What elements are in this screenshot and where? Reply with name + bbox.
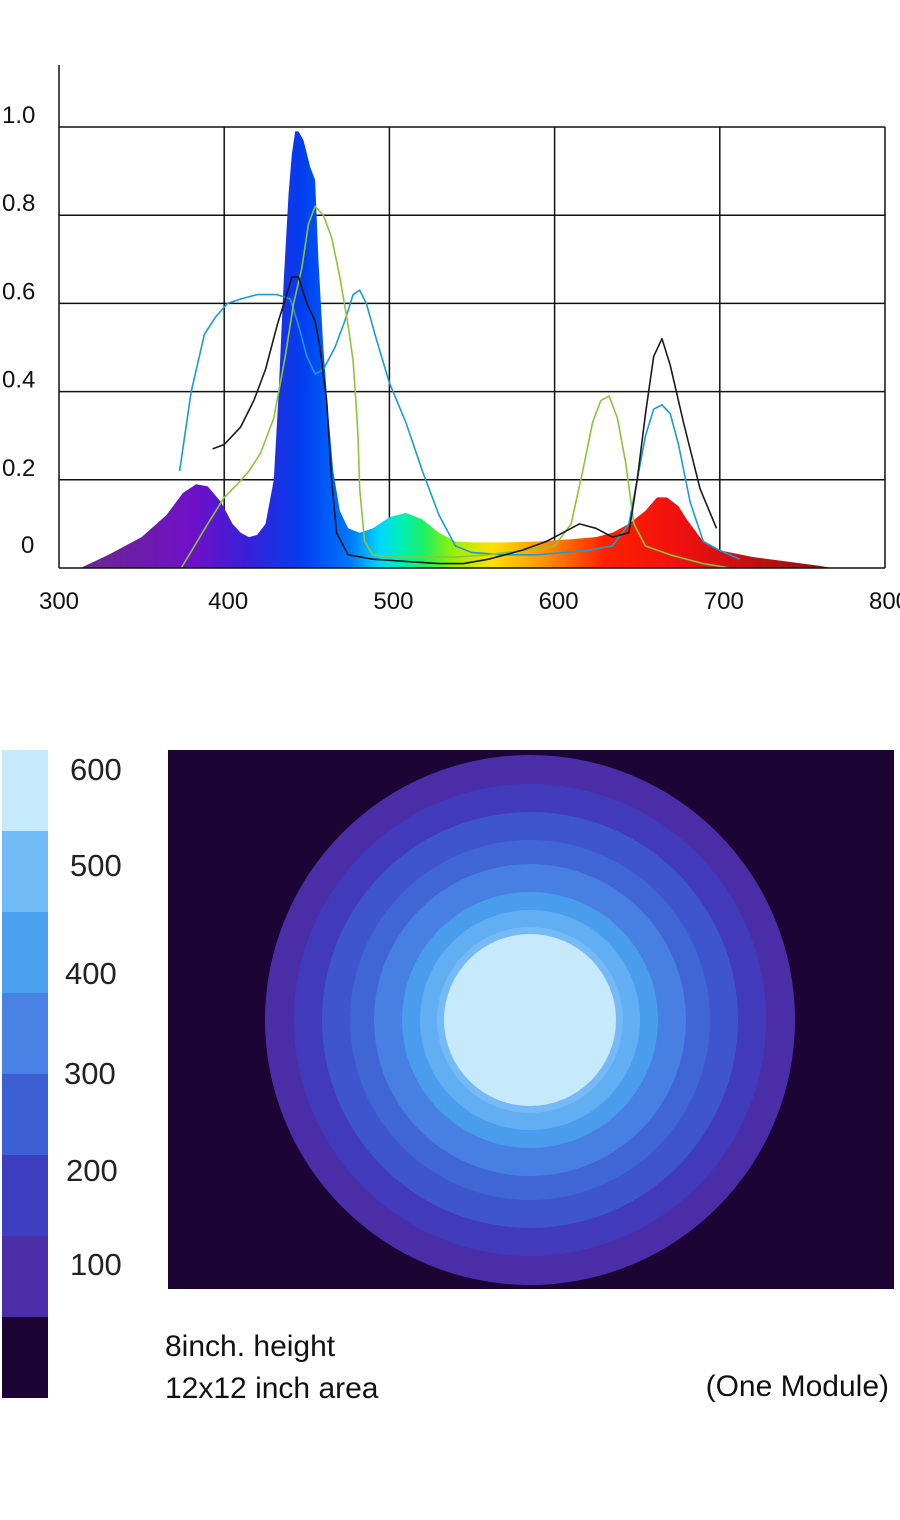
legend-swatch: [2, 831, 48, 912]
legend-label: 300: [64, 1056, 116, 1091]
legend-label: 100: [70, 1247, 122, 1282]
area-caption: 12x12 inch area: [165, 1372, 379, 1405]
legend-label: 600: [70, 752, 122, 787]
ppfd-rings: [265, 755, 795, 1285]
y-tick-label: 0.8: [2, 190, 35, 217]
y-tick-label: 0.2: [2, 455, 35, 482]
legend-label: 400: [65, 956, 117, 991]
x-tick-label: 500: [373, 588, 413, 615]
y-tick-label: 0: [21, 532, 34, 559]
x-tick-label: 600: [539, 588, 579, 615]
y-tick-label: 1.0: [2, 102, 35, 129]
ppfd-distribution-map: [168, 750, 894, 1289]
sensitivity-curves: [178, 205, 740, 569]
legend-swatch: [2, 912, 48, 993]
x-tick-label: 400: [208, 588, 248, 615]
tick-labels: 0 0.2 0.4 0.6 0.8 1.0 300 400 500 600 700 800: [2, 102, 900, 615]
legend-swatch: [2, 1155, 48, 1236]
legend-label: 500: [70, 848, 122, 883]
y-tick-label: 0.4: [2, 367, 35, 394]
legend-swatch: [2, 993, 48, 1074]
legend-swatch: [2, 1317, 48, 1398]
curve-2: [212, 276, 718, 565]
ppfd-ring-600: [444, 934, 616, 1106]
legend-swatch: [2, 1236, 48, 1317]
y-tick-label: 0.6: [2, 278, 35, 305]
module-caption: (One Module): [705, 1370, 889, 1403]
curve-1: [180, 205, 730, 569]
legend-label: 200: [66, 1153, 118, 1188]
grid: [59, 126, 886, 568]
legend-swatch: [2, 1074, 48, 1155]
x-tick-label: 300: [39, 588, 79, 615]
x-tick-label: 700: [704, 588, 744, 615]
x-tick-label: 800: [869, 588, 900, 615]
height-caption: 8inch. height: [165, 1330, 336, 1363]
spectrum-chart: 0 0.2 0.4 0.6 0.8 1.0 300 400 500 600 700 800: [2, 65, 900, 615]
axes: [58, 65, 885, 569]
curve-0: [178, 289, 740, 560]
legend-swatch: [2, 750, 48, 831]
